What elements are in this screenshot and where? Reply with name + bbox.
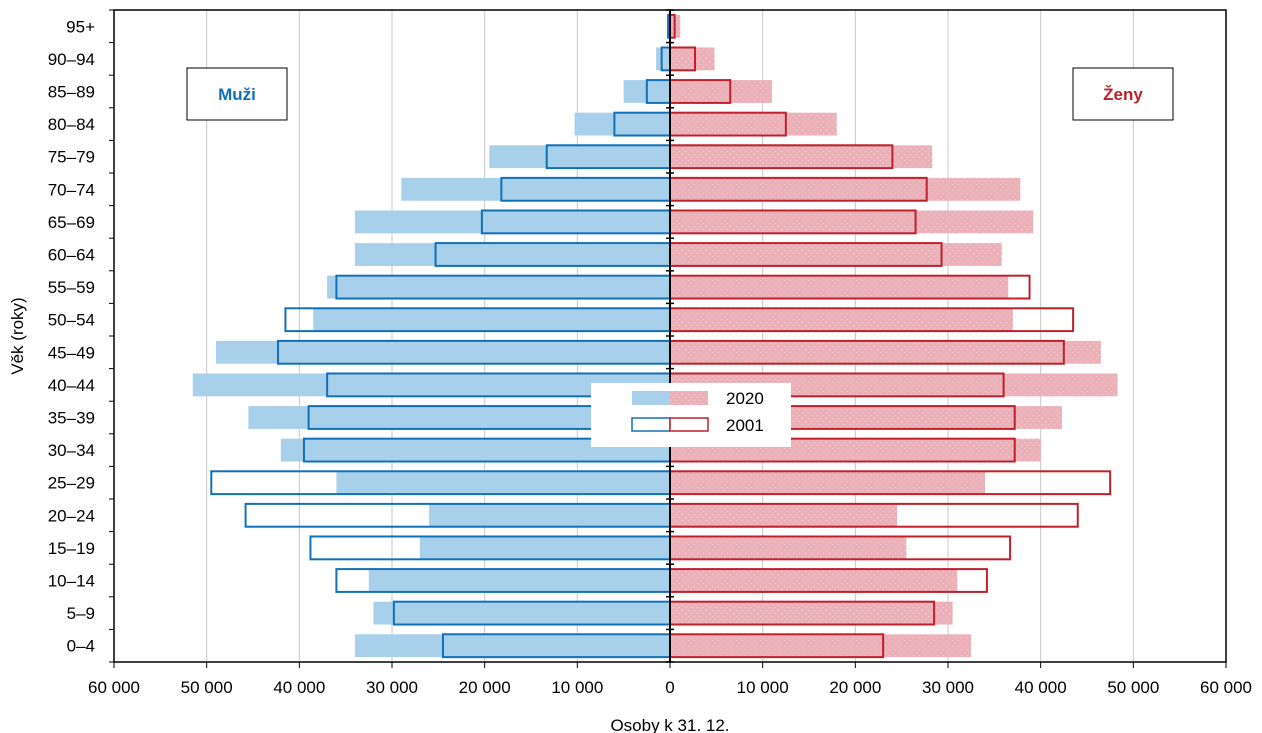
y-tick-label: 0–4 (67, 637, 95, 656)
x-tick-label: 20 000 (459, 678, 511, 697)
bar-2020-male (429, 503, 670, 527)
bar-2020-female (670, 634, 972, 658)
x-tick-label: 20 000 (829, 678, 881, 697)
bar-2020-female (670, 47, 715, 71)
x-tick-label: 30 000 (366, 678, 418, 697)
axes (109, 9, 1227, 668)
y-tick-label: 95+ (66, 17, 95, 36)
bar-2020-male (215, 340, 670, 364)
bar-2020-male (354, 634, 670, 658)
x-tick-label: 60 000 (1200, 678, 1252, 697)
y-axis-title: Věk (roky) (8, 297, 27, 374)
legend-label-2020: 2020 (726, 389, 764, 408)
y-tick-label: 15–19 (48, 539, 95, 558)
x-tick-label: 50 000 (1107, 678, 1159, 697)
y-tick-label: 5–9 (67, 604, 95, 623)
bar-2020-female (670, 340, 1101, 364)
legend-swatch-2020-male (632, 391, 670, 405)
female-label: Ženy (1103, 85, 1143, 104)
x-axis-title: Osoby k 31. 12. (610, 716, 729, 733)
x-tick-label: 60 000 (88, 678, 140, 697)
y-tick-label: 90–94 (48, 50, 95, 69)
y-tick-label: 50–54 (48, 311, 95, 330)
bar-2020-male (327, 275, 670, 299)
bar-2020-male (368, 569, 670, 592)
bar-2020-male (419, 536, 670, 560)
legend-swatch-2001-female (669, 417, 709, 432)
y-tick-label: 25–29 (48, 474, 95, 493)
x-tick-label: 10 000 (737, 678, 789, 697)
y-tick-label: 20–24 (48, 506, 95, 525)
legend-label-2001: 2001 (726, 416, 764, 435)
bars-2001 (210, 13, 1112, 659)
y-tick-label: 65–69 (48, 213, 95, 232)
y-tick-label: 10–14 (48, 572, 95, 591)
bar-2020-female (670, 503, 898, 527)
y-tick-label: 30–34 (48, 441, 95, 460)
bar-2020-male (489, 145, 670, 169)
bar-2020-female (670, 536, 907, 560)
bar-2020-male (248, 406, 670, 429)
y-tick-label: 85–89 (48, 83, 95, 102)
x-tick-label: 50 000 (181, 678, 233, 697)
bar-2020-female (670, 601, 953, 625)
bar-2020-male (313, 308, 670, 332)
legend-swatch-2001-male (631, 417, 671, 432)
bar-2020-male (336, 471, 670, 495)
x-tick-label: 40 000 (273, 678, 325, 697)
x-tick-label: 0 (665, 678, 674, 697)
bar-2020-male (192, 373, 670, 397)
bar-2020-female (670, 471, 986, 495)
bar-2020-female (670, 210, 1034, 234)
female-label-box (1072, 67, 1174, 121)
y-tick-label: 60–64 (48, 246, 95, 265)
bar-2020-female (670, 308, 1013, 332)
bar-2020-female (670, 569, 958, 592)
y-tick-label: 45–49 (48, 343, 95, 362)
x-tick-label: 10 000 (551, 678, 603, 697)
bar-2020-female (670, 275, 1009, 299)
male-label: Muži (218, 85, 256, 104)
x-tick-label: 30 000 (922, 678, 974, 697)
bar-2020-male (574, 112, 670, 136)
bar-2020-female (670, 80, 772, 103)
y-tick-label: 55–59 (48, 278, 95, 297)
bar-2020-female (670, 243, 1002, 266)
x-tick-label: 40 000 (1015, 678, 1067, 697)
bar-2020-male (354, 210, 670, 234)
bar-2020-female (670, 145, 933, 169)
legend-swatch-2020-female (670, 391, 708, 405)
y-tick-label: 80–84 (48, 115, 95, 134)
y-tick-label: 75–79 (48, 148, 95, 167)
bar-2020-male (656, 47, 670, 71)
bar-2020-male (373, 601, 670, 625)
bar-2020-female (670, 112, 837, 136)
bar-2020-female (670, 177, 1021, 201)
bar-2020-male (280, 438, 670, 462)
male-label-box (186, 67, 288, 121)
bars-2020 (192, 14, 1118, 658)
y-tick-label: 70–74 (48, 180, 95, 199)
bar-2020-male (401, 177, 670, 201)
y-tick-label: 35–39 (48, 409, 95, 428)
y-tick-label: 40–44 (48, 376, 95, 395)
labels: 60 000 50 000 40 000 30 000 20 000 10 000 0 10 … (8, 17, 1252, 733)
bar-2020-male (354, 243, 670, 266)
